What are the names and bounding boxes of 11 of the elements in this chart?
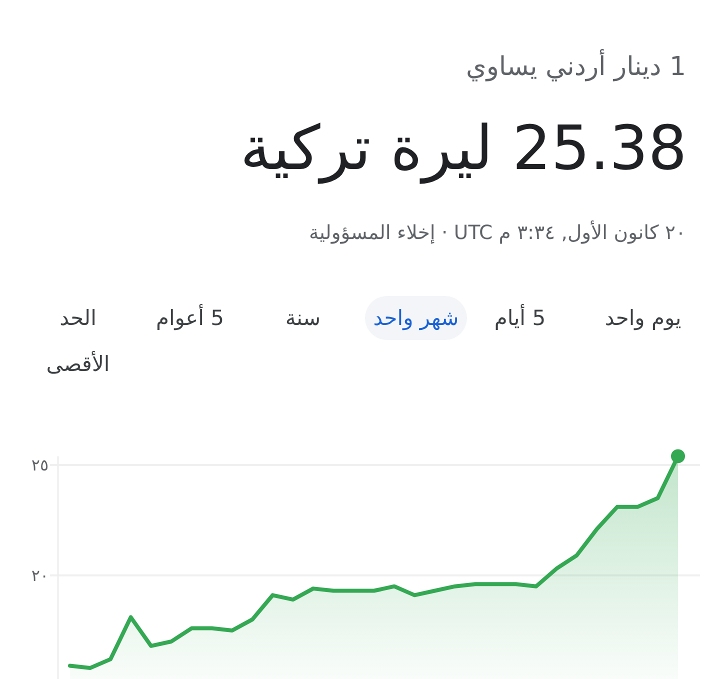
text: شهر واحد	[373, 306, 459, 330]
text: 5 أيام	[494, 306, 546, 330]
y-tick-label: ٢٥	[31, 456, 49, 475]
text: سنة	[285, 306, 321, 330]
text: يوم واحد	[604, 306, 682, 330]
y-tick-label: ٢٠	[31, 566, 49, 585]
text: الحد الأقصى	[46, 306, 110, 376]
text: 5 أعوام	[156, 306, 224, 330]
chart-title: 25.38 ليرة تركية	[240, 112, 687, 186]
chart-subtitle: 1 دينار أردني يساوي	[466, 50, 686, 84]
text: ٢٠ كانون الأول, ٣:٣٤ م UTC · إخلاء المسؤولية	[309, 221, 686, 245]
